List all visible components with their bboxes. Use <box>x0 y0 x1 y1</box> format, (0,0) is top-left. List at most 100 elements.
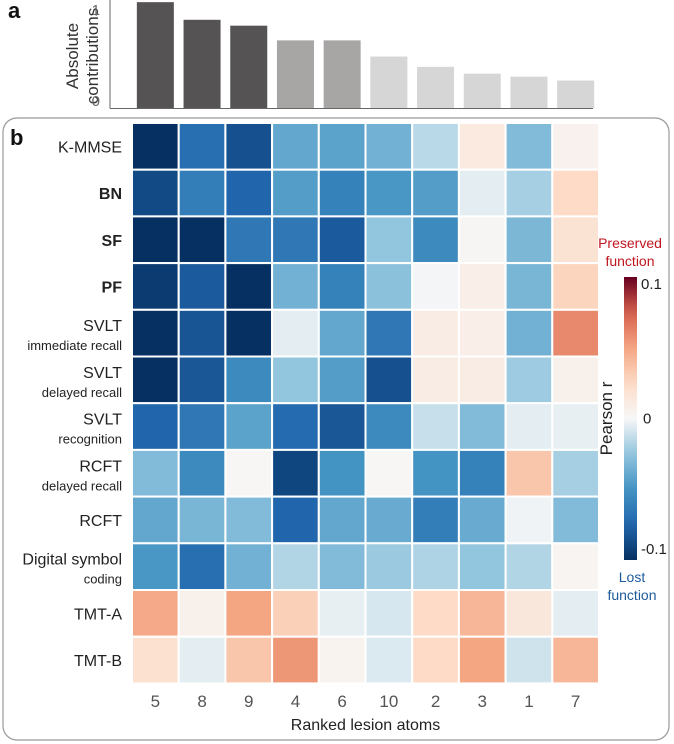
heatmap-cell <box>504 122 554 171</box>
heatmap-cell <box>317 635 367 685</box>
heatmap-cell <box>364 495 414 545</box>
heatmap-cell <box>177 495 227 545</box>
column-tick-label: 7 <box>571 692 580 711</box>
row-sublabel: delayed recall <box>42 385 122 400</box>
heatmap-cell <box>504 308 554 358</box>
column-tick-label: 1 <box>524 692 533 711</box>
heatmap-cell <box>131 589 180 638</box>
heatmap-cell <box>177 589 227 638</box>
row-label: BN <box>99 186 122 203</box>
colorbar-tick-zero: 0 <box>643 411 651 428</box>
heatmap-cell <box>551 448 600 498</box>
heatmap-cell <box>364 308 414 358</box>
heatmap-cell <box>271 542 320 591</box>
row-sublabel: delayed recall <box>42 478 122 493</box>
heatmap-cell <box>551 168 600 218</box>
heatmap-cell <box>411 355 460 405</box>
heatmap-cell <box>504 168 554 218</box>
heatmap-cell <box>551 402 600 451</box>
heatmap-cell <box>271 589 320 638</box>
heatmap-cell <box>131 308 180 358</box>
column-tick-label: 2 <box>431 692 440 711</box>
column-tick-label: 6 <box>337 692 346 711</box>
heatmap-cell <box>504 495 554 545</box>
heatmap-cell <box>504 355 554 405</box>
heatmap-cell <box>271 308 320 358</box>
heatmap-cell <box>504 589 554 638</box>
heatmap-cell <box>457 168 507 218</box>
heatmap-cell <box>317 542 367 591</box>
heatmap-cell <box>457 635 507 685</box>
bar-atom-7 <box>557 80 595 108</box>
heatmap-cell <box>364 122 414 171</box>
colorbar-tick-max: 0.1 <box>641 276 662 293</box>
row-label: RCFT <box>79 513 122 530</box>
heatmap-cell <box>271 448 320 498</box>
heatmap-cell <box>224 308 274 358</box>
heatmap-cell <box>551 635 600 685</box>
preserved-function-label-line2: function <box>605 253 654 269</box>
row-sublabel: immediate recall <box>27 338 122 353</box>
heatmap-cell <box>364 168 414 218</box>
bar-ylabel: Absolutecontributions <box>63 8 102 104</box>
heatmap-cell <box>411 589 460 638</box>
heatmap-cell <box>271 402 320 451</box>
heatmap-cell <box>131 168 180 218</box>
panel-label-b: b <box>10 125 23 150</box>
heatmap-cell <box>271 122 320 171</box>
colorbar-tick-min: -0.1 <box>641 541 667 558</box>
bar-ytick-0: 0 <box>92 93 100 110</box>
heatmap-cell <box>177 262 227 311</box>
heatmap-cell <box>457 215 507 265</box>
heatmap-cell <box>177 122 227 171</box>
heatmap-cell <box>224 589 274 638</box>
heatmap-cell <box>317 495 367 545</box>
column-tick-label: 4 <box>291 692 300 711</box>
panel-b-frame <box>2 117 670 741</box>
heatmap-cell <box>177 168 227 218</box>
heatmap-cell <box>411 402 460 451</box>
heatmap-cell <box>504 215 554 265</box>
heatmap-cell <box>131 355 180 405</box>
bar-atom-3 <box>463 73 501 108</box>
heatmap-cell <box>411 635 460 685</box>
column-tick-label: 3 <box>478 692 487 711</box>
heatmap-cell <box>224 402 274 451</box>
row-label: RCFT <box>79 458 122 475</box>
row-sublabel: recognition <box>58 432 122 447</box>
colorbar-label: Pearson r <box>597 381 616 455</box>
heatmap-cell <box>411 122 460 171</box>
heatmap-cell <box>317 122 367 171</box>
heatmap-cell <box>131 262 180 311</box>
heatmap-cell <box>364 589 414 638</box>
heatmap-cell <box>504 402 554 451</box>
row-label: K-MMSE <box>58 139 122 156</box>
heatmap-cell <box>457 589 507 638</box>
column-tick-label: 5 <box>151 692 160 711</box>
heatmap-cell <box>364 635 414 685</box>
heatmap-cell <box>131 122 180 171</box>
preserved-function-label-line1: Preserved <box>598 235 662 251</box>
heatmap-cell <box>457 448 507 498</box>
heatmap-cell <box>317 308 367 358</box>
heatmap-cell <box>131 542 180 591</box>
heatmap-cell <box>551 355 600 405</box>
bar-atom-2 <box>417 66 455 108</box>
heatmap-cell <box>364 262 414 311</box>
heatmap-cell <box>364 215 414 265</box>
heatmap-cell <box>411 308 460 358</box>
row-label: TMT-B <box>74 653 122 670</box>
heatmap-cell <box>504 542 554 591</box>
bar-ylabel-line: contributions <box>83 8 102 104</box>
heatmap-cell <box>364 448 414 498</box>
heatmap-cell <box>131 402 180 451</box>
column-tick-label: 10 <box>379 692 398 711</box>
heatmap-cell <box>177 635 227 685</box>
heatmap-cell <box>177 308 227 358</box>
heatmap-cell <box>504 448 554 498</box>
heatmap-cell <box>504 635 554 685</box>
row-label: SVLT <box>83 365 122 382</box>
heatmap-cell <box>177 448 227 498</box>
heatmap-cell <box>364 542 414 591</box>
